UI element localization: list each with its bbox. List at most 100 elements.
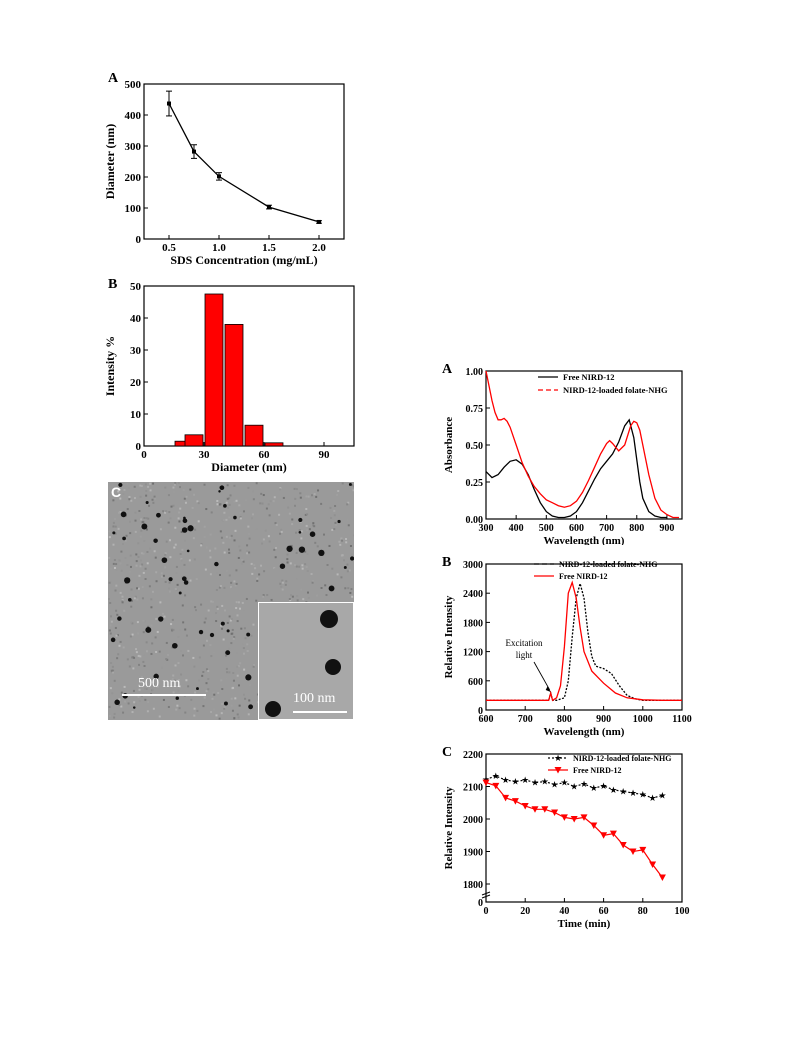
tem-grain xyxy=(345,537,348,540)
tem-grain xyxy=(129,635,132,638)
tem-grain xyxy=(234,584,237,587)
tem-grain xyxy=(226,671,229,674)
tem-grain xyxy=(346,503,349,506)
tem-particle xyxy=(219,485,225,491)
tem-grain xyxy=(246,552,249,555)
tem-grain xyxy=(255,599,258,602)
tem-grain xyxy=(236,665,239,668)
tem-grain xyxy=(230,642,233,645)
tem-grain xyxy=(115,563,118,566)
tem-grain xyxy=(130,621,133,624)
star-marker: ★ xyxy=(619,786,627,796)
tem-grain xyxy=(346,570,349,573)
tem-grain xyxy=(347,587,350,590)
tem-grain xyxy=(119,591,122,594)
tem-grain xyxy=(204,568,207,571)
tem-particle xyxy=(348,482,352,486)
tem-grain xyxy=(137,654,140,657)
tem-grain xyxy=(139,559,142,562)
tem-grain xyxy=(144,483,147,486)
tem-grain xyxy=(134,648,137,651)
y-tick-label: 1800 xyxy=(463,618,483,629)
tem-particle xyxy=(298,530,302,534)
tem-grain xyxy=(182,489,185,492)
star-marker: ★ xyxy=(590,783,598,793)
tem-grain xyxy=(135,553,138,556)
tem-grain xyxy=(299,496,302,499)
x-tick-label: 80 xyxy=(638,906,648,917)
tem-grain xyxy=(135,564,138,567)
tem-grain xyxy=(210,511,213,514)
y-tick-label: 1200 xyxy=(463,648,483,659)
tem-grain xyxy=(124,556,127,559)
plot-frame xyxy=(143,83,345,240)
tem-grain xyxy=(216,607,219,610)
tem-grain xyxy=(130,599,133,602)
tem-grain xyxy=(184,501,187,504)
tem-grain xyxy=(136,621,139,624)
tem-particle xyxy=(145,626,152,633)
legend-marker xyxy=(554,767,562,774)
tem-grain xyxy=(237,601,240,604)
tem-grain xyxy=(113,679,116,682)
tem-grain xyxy=(346,519,349,522)
tem-grain xyxy=(310,494,313,497)
tem-grain xyxy=(260,564,263,567)
tem-grain xyxy=(216,503,219,506)
tem-grain xyxy=(219,530,222,533)
tem-grain xyxy=(274,546,277,549)
tem-grain xyxy=(218,717,221,720)
tem-grain xyxy=(131,711,134,714)
tem-grain xyxy=(256,579,259,582)
series-line xyxy=(485,418,667,519)
tem-grain xyxy=(228,671,231,674)
tem-grain xyxy=(144,578,147,581)
tem-grain xyxy=(238,704,241,707)
tem-grain xyxy=(118,511,121,514)
tem-grain xyxy=(131,633,134,636)
tem-grain xyxy=(296,599,299,602)
tem-grain xyxy=(134,530,137,533)
tem-grain xyxy=(108,556,111,559)
tem-grain xyxy=(253,664,256,667)
tem-grain xyxy=(291,595,294,598)
tem-grain xyxy=(129,570,132,573)
tem-grain xyxy=(137,695,140,698)
tem-particle xyxy=(298,517,303,523)
tem-grain xyxy=(133,701,136,704)
tem-grain xyxy=(129,532,132,535)
tem-grain xyxy=(262,595,265,598)
tem-grain xyxy=(165,540,168,543)
tem-grain xyxy=(165,510,168,513)
tem-grain xyxy=(236,674,239,677)
tem-grain xyxy=(108,714,111,717)
tem-grain xyxy=(108,530,111,533)
y-tick-label: 0.50 xyxy=(466,441,484,452)
tem-grain xyxy=(223,707,226,710)
tem-grain xyxy=(307,596,310,599)
tem-grain xyxy=(237,665,240,668)
tem-grain xyxy=(271,600,274,603)
star-marker: ★ xyxy=(521,775,529,785)
tem-grain xyxy=(230,697,233,700)
tem-grain xyxy=(240,562,243,565)
tem-grain xyxy=(280,585,283,588)
tem-grain xyxy=(241,642,244,645)
tem-grain xyxy=(120,705,123,708)
tem-grain xyxy=(172,490,175,493)
tem-grain xyxy=(205,508,208,511)
tem-particle xyxy=(220,621,225,626)
tem-grain xyxy=(256,693,259,696)
tem-grain xyxy=(197,502,200,505)
tem-grain xyxy=(162,510,165,513)
tem-grain xyxy=(333,509,336,512)
tem-grain xyxy=(149,482,152,485)
tem-grain xyxy=(161,612,164,615)
tem-grain xyxy=(114,517,117,520)
star-marker: ★ xyxy=(560,778,568,788)
tem-grain xyxy=(222,541,225,544)
tem-grain xyxy=(128,486,131,489)
tem-particle xyxy=(209,632,215,638)
star-marker: ★ xyxy=(658,791,666,801)
